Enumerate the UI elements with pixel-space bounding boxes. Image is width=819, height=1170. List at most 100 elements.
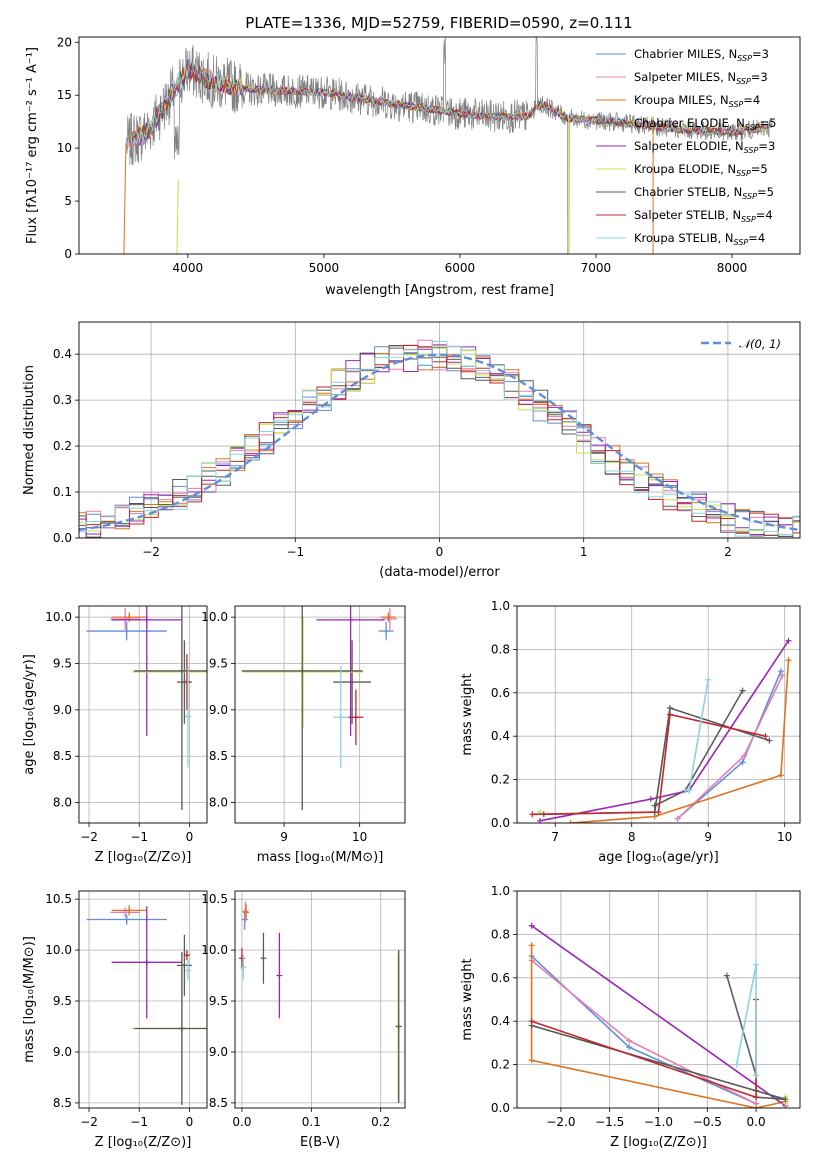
data-point — [337, 714, 344, 721]
x-axis-label: Z [log₁₀(Z/Z⊙)] — [95, 1135, 192, 1150]
y-tick-label: 5 — [64, 194, 72, 208]
legend-text: Kroupa ELODIE, N — [634, 162, 736, 176]
data-point — [299, 667, 306, 674]
y-tick-label: 10 — [57, 141, 72, 155]
legend-entry: Chabrier STELIB, NSSP=5 — [634, 185, 774, 201]
legend-tail: =3 — [752, 47, 769, 61]
y-axis-label: Normed distribution — [22, 365, 37, 495]
data-point — [352, 714, 359, 721]
axes-frame — [78, 36, 801, 255]
x-tick-label: 8 — [628, 830, 636, 844]
axes-frame — [234, 890, 406, 1109]
y-tick-label: 9.0 — [209, 703, 228, 717]
weight-point — [626, 1037, 633, 1044]
residual-histogram — [79, 341, 800, 537]
legend-subscript: SSP — [729, 100, 744, 109]
legend-text: Chabrier STELIB, N — [634, 185, 742, 199]
y-tick-label: 10.0 — [201, 610, 228, 624]
y-tick-label: 8.5 — [53, 1096, 72, 1110]
axes-frame — [516, 890, 801, 1109]
data-point — [242, 908, 249, 915]
weight-point — [766, 737, 773, 744]
y-tick-label: 0.8 — [491, 927, 510, 941]
y-tick-label: 9.5 — [209, 656, 228, 670]
data-point — [385, 614, 392, 621]
legend-text: Salpeter MILES, N — [634, 70, 736, 84]
y-tick-label: 0.4 — [491, 729, 510, 743]
data-point — [183, 679, 190, 686]
weight-point — [647, 796, 654, 803]
x-tick-label: 0 — [186, 830, 194, 844]
weight-point — [753, 1072, 760, 1079]
weight-point — [567, 820, 574, 823]
data-point — [300, 668, 306, 675]
y-tick-label: 0.1 — [53, 485, 72, 499]
model-spectrum-line — [132, 59, 771, 145]
weight-point — [739, 687, 746, 694]
y-tick-label: 0.4 — [53, 347, 72, 361]
weight-point — [666, 704, 673, 711]
legend-tail: =3 — [751, 70, 768, 84]
weight-point — [733, 1061, 740, 1068]
y-tick-label: 9.0 — [53, 703, 72, 717]
legend-text: Chabrier ELODIE, N — [634, 116, 745, 130]
x-tick-label: −2 — [80, 1115, 98, 1129]
x-tick-label: −2 — [142, 545, 160, 559]
data-point — [123, 628, 130, 635]
x-axis-label: Z [log₁₀(Z/Z⊙)] — [95, 850, 192, 865]
x-tick-label: 0 — [186, 1115, 194, 1129]
data-point — [383, 628, 390, 635]
y-tick-label: 10.0 — [45, 610, 72, 624]
x-tick-label: 8000 — [717, 261, 748, 275]
panel-mass-vs-EBV: 0.0 0.1 0.2 8.5 9.0 9.5 10.0 10.5 E(B-V) — [201, 890, 406, 1150]
y-tick-label: 10.0 — [45, 943, 72, 957]
plot-area — [86, 606, 207, 811]
y-tick-label: 1.0 — [491, 884, 510, 898]
y-tick-label: 0.2 — [491, 1058, 510, 1072]
data-point — [183, 952, 190, 959]
y-tick-label: 0 — [64, 247, 72, 261]
panel-mass-vs-Z: −2 −1 0 8.5 9.0 9.5 10.0 10.5 Z [log₁₀(Z/Z⊙)] mas… — [22, 890, 208, 1150]
panel-age-vs-Z: −2 −1 0 8.0 8.5 9.0 9.5 10.0 Z [log₁₀(Z/Z⊙)] age … — [22, 605, 208, 865]
plot-area — [528, 922, 789, 1108]
legend-text: Salpeter STELIB, N — [634, 208, 741, 222]
y-tick-label: 0.4 — [491, 1014, 510, 1028]
panel-age-vs-mass: 9 10 8.0 8.5 9.0 9.5 10.0 mass [log₁₀(M/M⊙)] — [201, 605, 406, 865]
legend-subscript: SSP — [737, 54, 752, 63]
data-point — [178, 667, 185, 674]
legend-entry: Salpeter STELIB, NSSP=4 — [634, 208, 773, 224]
model-edge-line — [176, 179, 179, 254]
legend-entry: Salpeter MILES, NSSP=3 — [634, 70, 768, 86]
x-tick-label: −1 — [286, 545, 304, 559]
legend-entry: Chabrier ELODIE, NSSP=5 — [634, 116, 776, 132]
weight-point — [777, 668, 784, 675]
y-tick-label: 9.0 — [53, 1045, 72, 1059]
weight-point — [686, 787, 693, 794]
weight-line — [531, 925, 786, 1107]
weight-point — [753, 961, 760, 968]
plot-area — [79, 339, 800, 538]
y-tick-label: 0.2 — [53, 439, 72, 453]
weight-point — [528, 942, 535, 949]
y-tick-label: 9.5 — [53, 994, 72, 1008]
weight-point — [739, 759, 746, 766]
data-point — [347, 616, 354, 623]
residual-histogram — [79, 347, 800, 538]
y-tick-label: 0.0 — [491, 1101, 510, 1115]
y-tick-label: 8.5 — [209, 1096, 228, 1110]
legend-entry: Kroupa MILES, NSSP=4 — [634, 93, 760, 109]
data-point — [184, 967, 191, 974]
legend-text: Kroupa STELIB, N — [634, 231, 734, 245]
residual-histogram — [79, 345, 800, 537]
weight-point — [674, 815, 681, 822]
legend-tail: =5 — [751, 162, 768, 176]
y-axis-label: mass [log₁₀(M/M⊙)] — [22, 936, 37, 1063]
legend-entry: Kroupa ELODIE, NSSP=5 — [634, 162, 768, 178]
weight-point — [528, 1018, 535, 1025]
weight-point — [777, 772, 784, 779]
data-point — [126, 907, 133, 914]
legend-subscript: SSP — [745, 123, 760, 132]
y-tick-label: 20 — [57, 35, 72, 49]
weight-point — [753, 1105, 760, 1108]
